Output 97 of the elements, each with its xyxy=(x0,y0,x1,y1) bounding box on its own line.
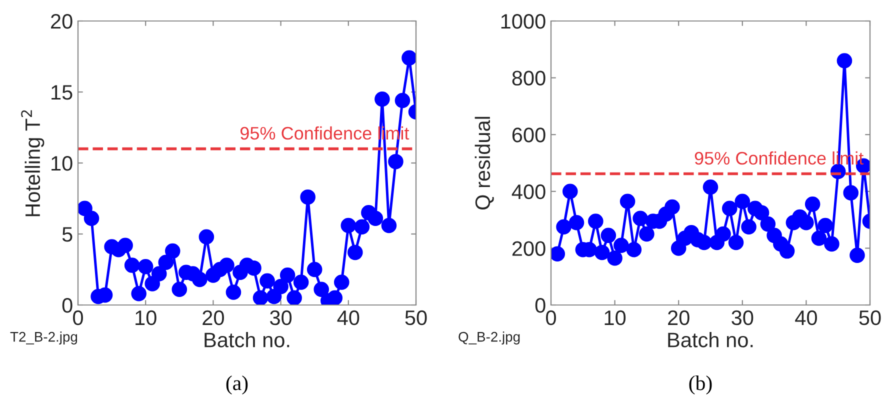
point xyxy=(702,180,718,195)
point xyxy=(836,53,852,68)
point xyxy=(741,219,756,235)
x-tick-label: 20 xyxy=(202,310,224,326)
point xyxy=(381,218,397,234)
point xyxy=(252,290,268,305)
point xyxy=(811,230,827,246)
y-tick-label: 0 xyxy=(62,298,72,313)
point xyxy=(334,274,350,290)
point xyxy=(293,274,309,290)
text: (b) xyxy=(689,376,712,394)
point xyxy=(226,284,242,300)
x-tick-label: 50 xyxy=(859,310,881,326)
point xyxy=(843,185,858,200)
point xyxy=(614,238,629,253)
point xyxy=(314,282,329,298)
point xyxy=(118,238,133,253)
point xyxy=(198,229,214,244)
y-tick-label: 20 xyxy=(51,14,72,29)
y-tick-label: 600 xyxy=(512,128,546,142)
x-tick-label: 20 xyxy=(668,310,690,326)
x-tick-label: 50 xyxy=(405,310,427,326)
point xyxy=(728,234,744,250)
y-tick-label: 800 xyxy=(512,70,546,86)
point xyxy=(818,218,833,234)
point xyxy=(260,273,275,288)
point xyxy=(402,50,416,66)
point xyxy=(394,92,410,108)
point xyxy=(354,219,370,235)
x-tick-label: 30 xyxy=(732,310,754,326)
point xyxy=(632,210,648,226)
x-tick-label: 10 xyxy=(604,310,626,326)
point xyxy=(696,234,712,250)
point xyxy=(850,248,865,263)
point xyxy=(824,236,840,252)
text: Q_B-2.jpg xyxy=(458,332,520,344)
point xyxy=(286,290,302,305)
x-tick-label: 0 xyxy=(73,310,83,326)
x-tick-label: 10 xyxy=(136,310,156,326)
point xyxy=(620,194,636,209)
point xyxy=(368,210,384,226)
point xyxy=(588,214,604,229)
x-tick-label: 30 xyxy=(270,310,292,326)
point xyxy=(84,210,100,226)
y-axis-title: Q residual xyxy=(474,116,494,210)
point xyxy=(722,200,738,216)
point xyxy=(551,246,566,262)
point xyxy=(219,258,234,273)
y-tick-label: 400 xyxy=(512,184,546,200)
point xyxy=(273,278,288,294)
point xyxy=(600,228,616,244)
point xyxy=(348,244,363,260)
point xyxy=(568,215,584,230)
x-tick-label: 40 xyxy=(795,310,817,326)
point xyxy=(246,260,262,276)
x-axis-title: Batch no. xyxy=(668,332,753,348)
y-tick-label: 0 xyxy=(535,298,546,313)
point xyxy=(626,242,642,258)
point xyxy=(734,194,750,209)
point xyxy=(388,154,404,170)
point xyxy=(327,290,343,305)
point xyxy=(151,266,167,282)
y-tick-label: 10 xyxy=(52,156,72,171)
y-tick-label: 5 xyxy=(62,227,72,242)
point xyxy=(760,216,776,232)
point xyxy=(374,91,390,107)
point xyxy=(804,196,820,212)
point xyxy=(131,286,146,302)
y-tick-label: 15 xyxy=(52,85,72,100)
x-tick-label: 0 xyxy=(546,310,556,326)
point xyxy=(165,243,180,259)
point xyxy=(280,268,296,283)
point xyxy=(556,219,572,235)
point xyxy=(639,226,654,242)
text: T2_B-2.jpg xyxy=(10,332,78,344)
point xyxy=(594,244,610,260)
point xyxy=(798,215,814,230)
text: (a) xyxy=(226,376,248,394)
y-axis-title: Hotelling T$^{2}$ xyxy=(21,110,44,216)
point xyxy=(664,199,680,215)
point xyxy=(124,258,140,273)
point xyxy=(607,250,622,266)
y-tick-label: 1000 xyxy=(501,14,546,29)
point xyxy=(300,189,316,205)
point xyxy=(716,226,731,242)
point xyxy=(754,205,770,220)
point xyxy=(172,282,188,298)
point xyxy=(562,184,578,200)
y-tick-label: 200 xyxy=(512,241,546,256)
x-tick-label: 40 xyxy=(337,310,360,326)
point xyxy=(779,243,795,259)
point xyxy=(138,259,154,274)
x-axis-title: Batch no. xyxy=(204,332,290,348)
point xyxy=(192,272,208,288)
point xyxy=(306,262,322,278)
point xyxy=(158,254,174,270)
point xyxy=(340,218,356,234)
